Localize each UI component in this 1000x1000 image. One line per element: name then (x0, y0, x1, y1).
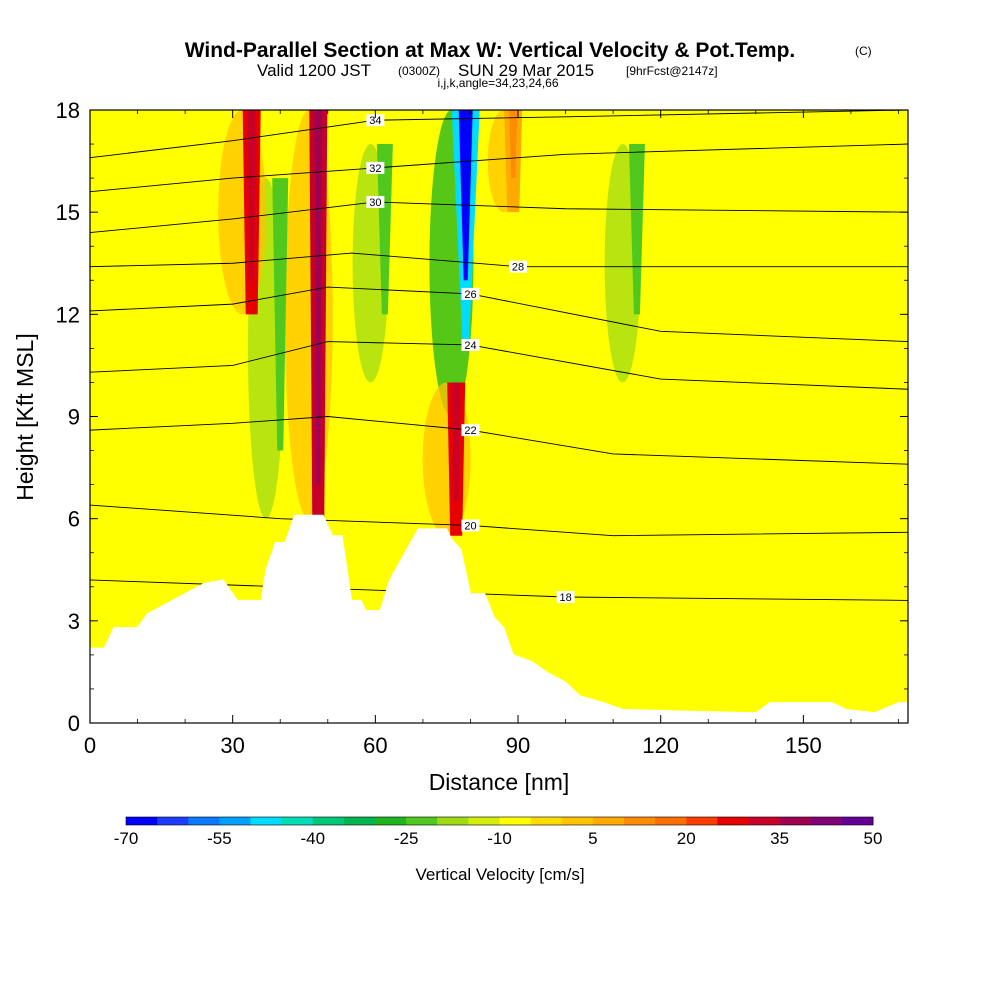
svg-text:24: 24 (464, 340, 476, 352)
y-axis: 0 3 6 9 12 15 18 (56, 98, 908, 736)
colorbar-swatch (624, 817, 656, 825)
svg-text:20: 20 (464, 520, 476, 532)
colorbar-tick-label: -10 (487, 829, 512, 848)
colorbar-swatch (686, 817, 718, 825)
isentrope-label-24: 24 (461, 338, 480, 352)
isentrope-28 (89, 252, 908, 268)
colorbar-label: Vertical Velocity [cm/s] (415, 865, 584, 884)
downdraft-core-1 (272, 178, 289, 451)
updraft-peak-3 (509, 110, 518, 179)
colorbar-swatch (250, 817, 283, 825)
isentrope-label-18: 18 (556, 590, 575, 604)
colorbar-swatch (312, 817, 345, 825)
y-tick-label: 18 (56, 98, 80, 123)
x-tick-label: 150 (785, 733, 822, 758)
colorbar-swatch (561, 817, 594, 825)
colorbar-swatch (406, 817, 438, 825)
colorbar-swatch (126, 817, 158, 825)
subtitle-grid: i,j,k,angle=34,23,24,66 (437, 76, 558, 90)
isentrope-label-28: 28 (509, 260, 528, 274)
downdraft-core-3 (628, 144, 645, 315)
svg-text:26: 26 (464, 289, 476, 301)
subtitle-fcst: [9hrFcst@2147z] (626, 64, 718, 78)
colorbar-swatch (592, 817, 625, 825)
y-axis-label: Height [Kft MSL] (12, 333, 38, 500)
colorbar: -70 -55 -40 -25 -10 5 20 35 50 (114, 816, 883, 848)
colorbar-swatch (530, 817, 563, 825)
isentrope-label-34: 34 (366, 114, 385, 127)
svg-text:22: 22 (464, 425, 476, 437)
y-tick-label: 0 (68, 711, 80, 736)
updraft-peak-0 (247, 110, 256, 281)
isentrope-26 (89, 286, 909, 343)
colorbar-swatch (188, 817, 220, 825)
colorbar-swatch (499, 817, 532, 825)
colorbar-swatch (468, 817, 500, 825)
isentrope-label-22: 22 (461, 424, 480, 437)
subtitle-utc: (0300Z) (398, 64, 440, 78)
subtitle-date: SUN 29 Mar 2015 (458, 61, 594, 80)
x-tick-label: 30 (220, 733, 244, 758)
x-axis: 0 30 60 90 120 150 (84, 110, 899, 758)
title-mark: (C) (855, 44, 872, 58)
colorbar-swatch (655, 817, 687, 825)
colorbar-tick-label: 35 (770, 829, 789, 848)
isentrope-22 (89, 416, 909, 465)
y-tick-label: 12 (56, 302, 80, 327)
subtitle-valid: Valid 1200 JST (257, 61, 371, 80)
colorbar-swatch (748, 817, 781, 825)
isentrope-label-20: 20 (461, 519, 480, 532)
isentrope-label-30: 30 (366, 195, 385, 209)
colorbar-swatch (779, 817, 812, 825)
y-tick-label: 15 (56, 200, 80, 225)
colorbar-tick-label: 20 (677, 829, 696, 848)
svg-text:32: 32 (369, 163, 381, 175)
colorbar-swatch (343, 817, 376, 825)
colorbar-swatch (841, 817, 874, 825)
colorbar-swatch (281, 817, 314, 825)
colorbar-tick-label: 5 (588, 829, 597, 848)
colorbar-swatch (437, 817, 469, 825)
plot-area: 18 20 22 24 26 28 30 32 34 (89, 109, 909, 724)
chart-title: Wind-Parallel Section at Max W: Vertical… (185, 39, 796, 62)
x-tick-label: 120 (642, 733, 679, 758)
x-tick-label: 90 (506, 733, 530, 758)
colorbar-tick-label: -25 (394, 829, 419, 848)
isentrope-label-32: 32 (366, 161, 385, 175)
colorbar-tick-label: -40 (300, 829, 325, 848)
terrain (89, 514, 909, 724)
colorbar-swatch (375, 817, 407, 825)
downdraft-core-2 (376, 144, 393, 315)
y-tick-label: 6 (68, 507, 80, 532)
updraft-peak-2 (452, 382, 461, 502)
svg-text:28: 28 (512, 262, 524, 274)
isentrope-label-26: 26 (461, 287, 480, 301)
updraft-peak-1 (314, 110, 323, 485)
colorbar-tick-label: -55 (207, 829, 232, 848)
svg-text:34: 34 (369, 115, 381, 127)
y-tick-label: 9 (68, 405, 80, 430)
colorbar-swatch (717, 817, 749, 825)
x-axis-label: Distance [nm] (429, 769, 570, 795)
colorbar-frame (125, 816, 874, 826)
colorbar-swatch (157, 817, 189, 825)
isentrope-24 (89, 341, 909, 390)
x-tick-label: 0 (84, 733, 96, 758)
colorbar-tick-label: 50 (864, 829, 883, 848)
colorbar-swatch (219, 817, 251, 825)
downdraft-peak-0 (458, 110, 473, 281)
y-tick-label: 3 (68, 609, 80, 634)
svg-text:18: 18 (559, 592, 571, 604)
svg-text:30: 30 (369, 197, 381, 209)
colorbar-tick-label: -70 (114, 829, 139, 848)
colorbar-swatch (810, 817, 843, 825)
x-tick-label: 60 (363, 733, 387, 758)
